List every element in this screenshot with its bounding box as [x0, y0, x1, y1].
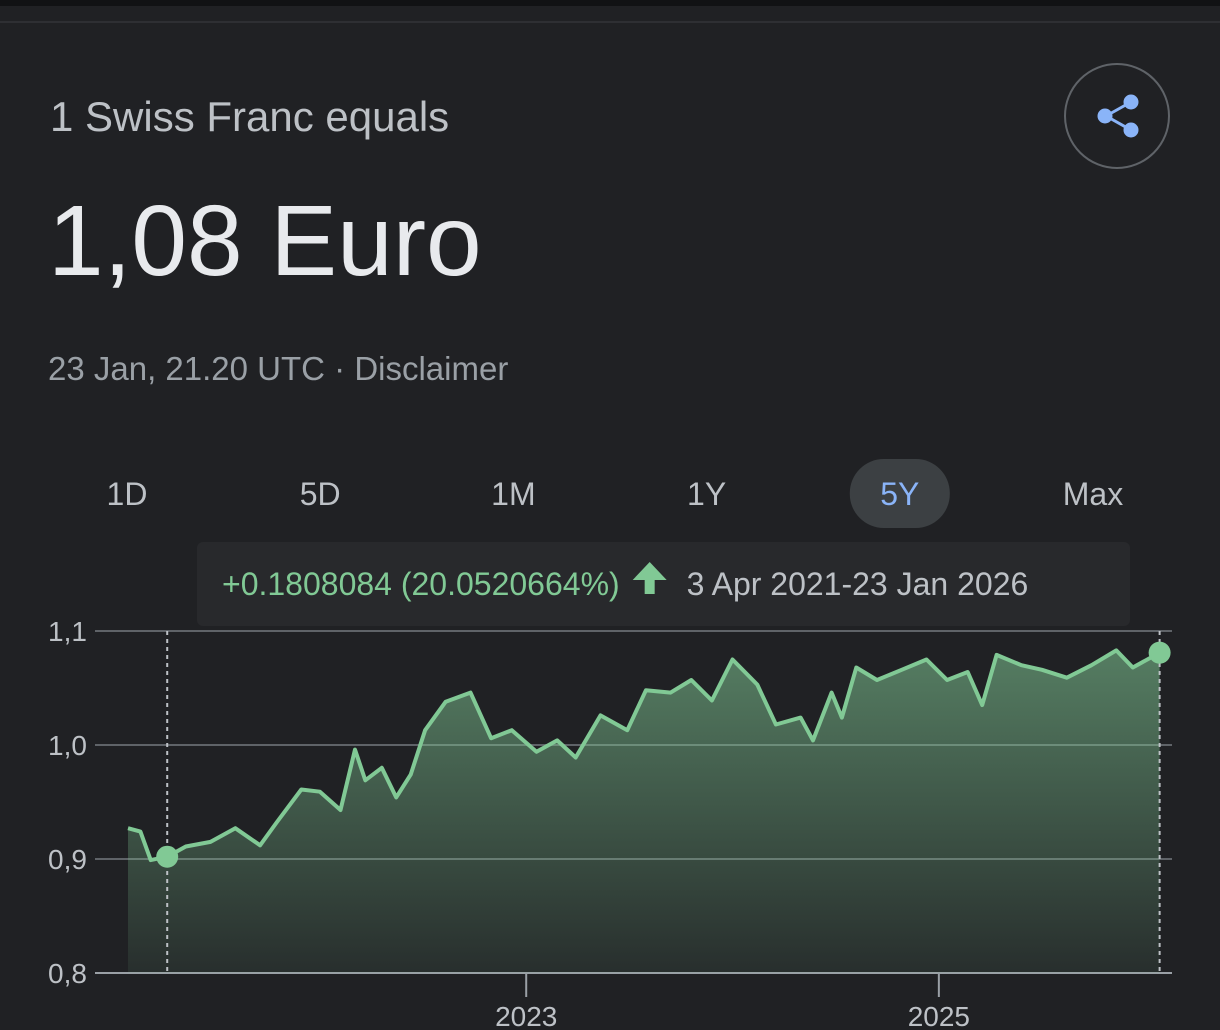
y-tick-label: 0,8 — [48, 958, 87, 989]
chart: 0,8 0,9 1,0 1,1 2023 2025 — [48, 616, 1172, 1030]
x-tick-label: 2023 — [495, 1001, 557, 1030]
tooltip: +0.1808084 (20.0520664%) 3 Apr 2021-23 Ja… — [197, 542, 1130, 626]
range-tabs: 1D 5D 1M 1Y 5Y Max — [107, 459, 1123, 528]
x-tick-label: 2025 — [908, 1001, 970, 1030]
y-tick-label: 1,1 — [48, 616, 87, 647]
tab-selected-pill[interactable] — [849, 459, 950, 528]
tooltip-box — [197, 542, 1130, 626]
y-tick-label: 1,0 — [48, 730, 87, 761]
selection-point — [156, 845, 179, 868]
range-tab[interactable]: 1Y — [687, 476, 726, 512]
rate: 1,08 Euro — [48, 185, 482, 297]
timestamp: 23 Jan, 21.20 UTC · Disclaimer — [48, 350, 508, 387]
change-text: +0.1808084 (20.0520664%) — [222, 566, 620, 602]
selection-point — [1148, 641, 1171, 664]
range-tab[interactable]: 5D — [300, 476, 341, 512]
top-edge — [0, 0, 1220, 6]
range-tab[interactable]: 1M — [491, 476, 535, 512]
range-tab[interactable]: Max — [1063, 476, 1123, 512]
share-button[interactable] — [1064, 63, 1170, 169]
y-tick-label: 0,9 — [48, 844, 87, 875]
period-text: 3 Apr 2021-23 Jan 2026 — [687, 566, 1029, 602]
share-outline[interactable] — [1064, 63, 1170, 169]
area — [128, 650, 1160, 973]
up-arrow — [632, 562, 667, 594]
range-tab[interactable]: 5Y — [880, 476, 919, 512]
subtitle: 1 Swiss Franc equals — [50, 93, 449, 140]
share-icon[interactable] — [1097, 94, 1139, 138]
line — [127, 648, 1161, 863]
range-tab[interactable]: 1D — [107, 476, 148, 512]
